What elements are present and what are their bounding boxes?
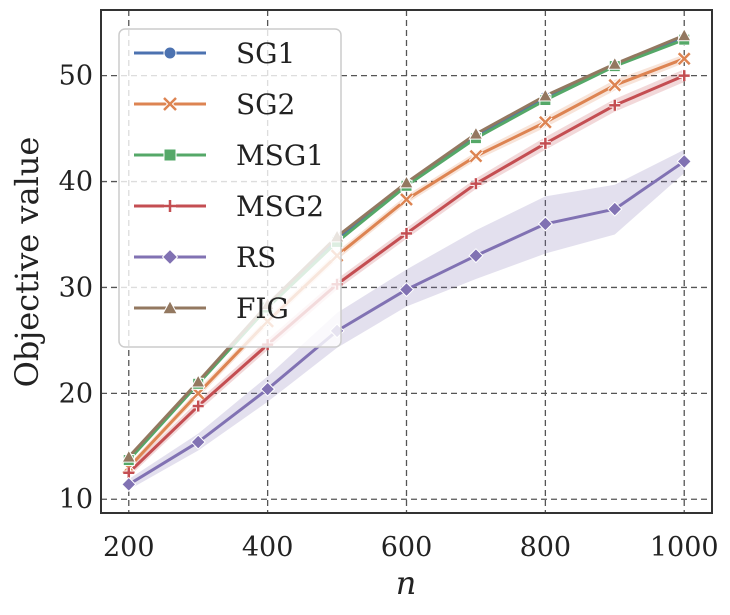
point-sg2 (607, 78, 622, 93)
y-tick-label: 30 (59, 272, 93, 303)
point-rs (260, 381, 276, 397)
legend-marker (163, 148, 177, 162)
point-msg2 (539, 137, 551, 149)
point-rs (190, 434, 206, 450)
point-fig (676, 27, 692, 42)
x-tick-label: 400 (242, 532, 294, 563)
legend-label: SG2 (236, 88, 295, 121)
x-tick-label: 600 (381, 532, 433, 563)
point-msg2 (123, 467, 135, 479)
y-tick-label: 20 (59, 378, 93, 409)
band-rs (128, 149, 685, 490)
point-fig (537, 88, 553, 102)
x-tick-label: 200 (103, 532, 155, 563)
legend-item-rs: RS (134, 241, 276, 274)
x-axis-label: n (396, 564, 417, 602)
plot-frame (100, 9, 713, 514)
legend-box (118, 28, 342, 348)
legend-label: FIG (236, 292, 289, 325)
point-msg2 (470, 178, 482, 190)
legend-item-fig: FIG (134, 292, 289, 325)
y-tick-label: 40 (59, 167, 93, 198)
legend-marker (161, 299, 179, 315)
point-rs (121, 476, 137, 492)
point-fig (121, 449, 137, 463)
legend-item-msg2: MSG2 (134, 190, 324, 223)
y-tick-label: 10 (59, 484, 93, 515)
legend-label: MSG2 (236, 190, 324, 223)
y-tick-label: 50 (59, 61, 93, 92)
legend-marker (164, 200, 176, 212)
point-sg2 (468, 149, 484, 164)
confidence-bands (128, 54, 685, 490)
point-rs (537, 216, 553, 232)
legend: SG1 SG2 MSG1 MSG2 RS FIG (118, 28, 342, 348)
point-rs (607, 201, 623, 217)
point-sg2 (538, 115, 553, 130)
legend-label: MSG1 (236, 139, 324, 172)
point-fig (190, 374, 206, 388)
y-axis-label: Objective value (8, 137, 46, 388)
legend-item-msg1: MSG1 (134, 139, 324, 172)
legend-item-sg1: SG1 (134, 37, 295, 70)
legend-marker (161, 248, 179, 266)
x-tick-label: 800 (520, 532, 572, 563)
point-fig (399, 174, 414, 189)
legend-marker (163, 46, 177, 60)
x-tick-label: 1000 (650, 532, 719, 563)
y-tick-labels: 10 20 30 40 50 (59, 61, 93, 516)
point-sg2 (677, 51, 692, 66)
legend-marker (162, 96, 178, 112)
point-rs (398, 281, 415, 298)
point-rs (676, 153, 692, 170)
point-msg2 (678, 70, 690, 82)
x-tick-labels: 200 400 600 800 1000 (103, 532, 719, 563)
legend-label: RS (236, 241, 276, 274)
legend-item-sg2: SG2 (134, 88, 295, 121)
legend-label: SG1 (236, 37, 295, 70)
point-fig (468, 126, 484, 140)
point-msg2 (192, 400, 204, 412)
point-sg2 (399, 192, 414, 207)
point-rs (468, 248, 484, 264)
point-msg2 (609, 99, 621, 111)
point-msg2 (401, 227, 412, 239)
point-fig (607, 56, 623, 70)
